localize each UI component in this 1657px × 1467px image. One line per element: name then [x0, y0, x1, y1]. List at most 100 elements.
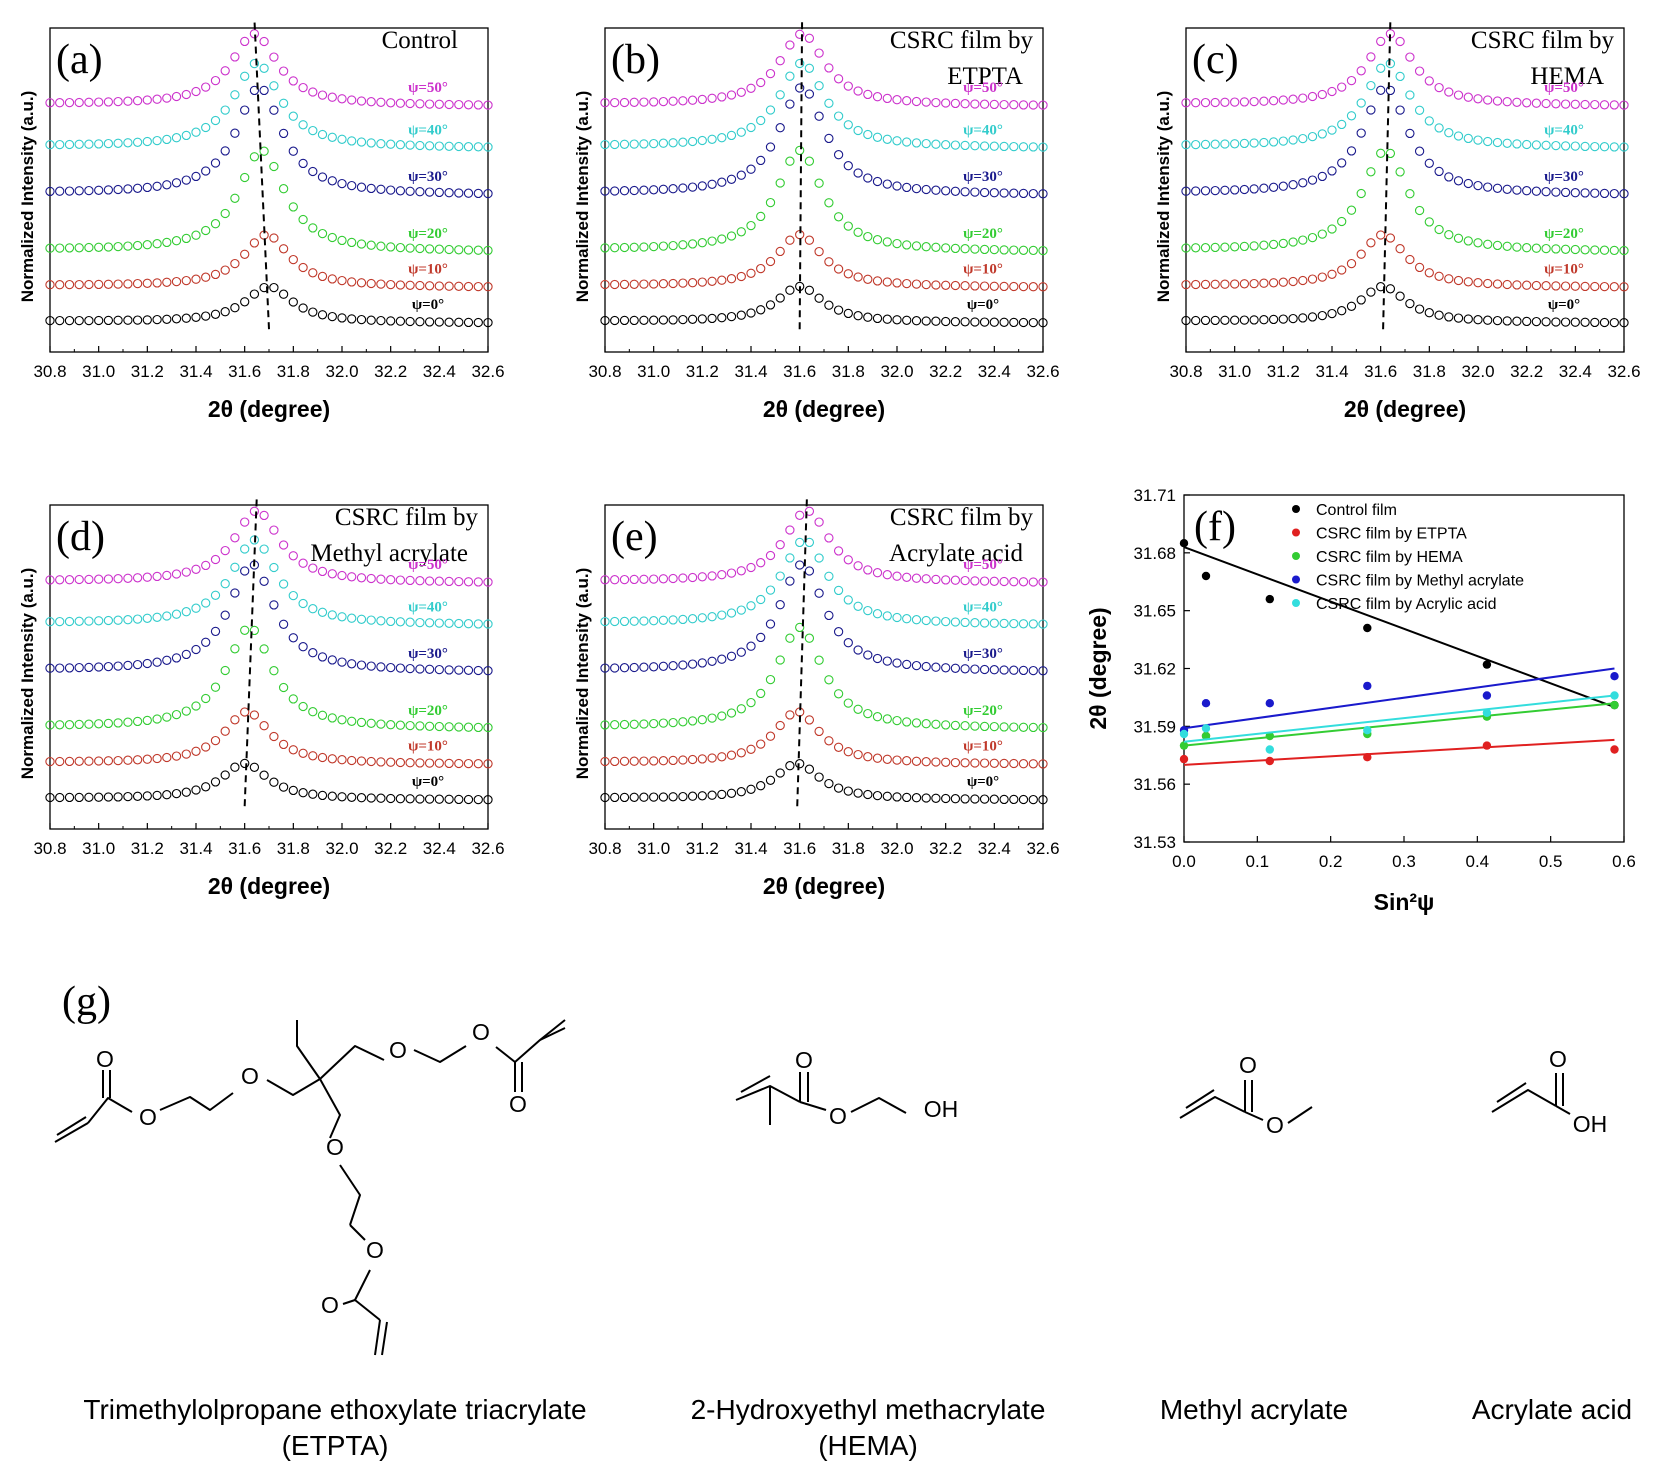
data-point [911, 241, 922, 251]
data-point [1337, 306, 1347, 316]
data-point [473, 759, 483, 769]
data-point [84, 616, 94, 626]
data-point [872, 653, 883, 664]
x-tick-label: 31.2 [131, 362, 164, 381]
data-point [687, 239, 698, 249]
data-point [74, 792, 84, 803]
data-point [999, 99, 1009, 110]
data-point [833, 111, 844, 121]
y-axis-label: Normalized Intensity (a.u.) [18, 568, 37, 780]
data-point [132, 278, 143, 289]
plot-frame [1183, 494, 1625, 843]
data-point [308, 166, 318, 177]
data-point [288, 111, 298, 121]
data-point [288, 146, 298, 156]
data-point [94, 792, 104, 802]
data-point [960, 187, 970, 197]
data-point [269, 777, 279, 787]
data-point [804, 33, 815, 43]
data-point [1337, 82, 1347, 92]
data-point [415, 99, 425, 109]
data-point [639, 315, 649, 325]
data-point [872, 176, 883, 187]
data-point [717, 752, 727, 762]
data-point [1502, 241, 1512, 251]
data-point [395, 720, 406, 730]
data-point [240, 517, 250, 527]
data-point [931, 316, 941, 326]
data-point [1473, 94, 1483, 104]
panel-title: CSRC film by Methyl acrylate [310, 504, 478, 567]
data-point [1356, 249, 1366, 259]
data-point [308, 789, 318, 799]
data-point [366, 615, 376, 625]
series-ψ=50° [1181, 29, 1629, 110]
data-point [687, 182, 698, 192]
data-point [872, 235, 883, 245]
data-point [123, 138, 133, 148]
data-point [619, 663, 630, 673]
data-point [55, 186, 65, 196]
data-point [444, 99, 454, 110]
data-point [162, 790, 172, 800]
data-point [1395, 244, 1405, 254]
data-point [415, 721, 425, 731]
data-point [415, 794, 425, 804]
data-point [337, 657, 347, 667]
series-ψ=10° [45, 230, 493, 292]
data-point [1181, 98, 1191, 108]
data-point [249, 289, 260, 299]
data-point [132, 183, 143, 193]
data-point [1376, 148, 1386, 158]
data-point [191, 274, 201, 284]
data-point [132, 240, 143, 251]
data-point [463, 317, 474, 328]
data-point [911, 316, 922, 326]
data-point [824, 736, 834, 746]
x-tick-label: 32.2 [374, 839, 407, 858]
data-point [989, 758, 999, 768]
data-point [775, 571, 785, 581]
data-point [1018, 577, 1029, 587]
x-tick-label: 32.4 [978, 362, 1011, 381]
data-point [366, 315, 376, 325]
data-point [804, 566, 815, 576]
data-point [863, 752, 873, 762]
data-point [1551, 281, 1561, 291]
chemical-abbrev: (ETPTA) [282, 1430, 389, 1461]
x-tick-label: 31.6 [1364, 362, 1397, 381]
data-point [1009, 794, 1019, 805]
data-point [950, 757, 961, 768]
data-point [678, 314, 688, 325]
data-point [1018, 619, 1029, 629]
data-point [619, 242, 630, 253]
data-point [1230, 185, 1240, 195]
data-point [687, 791, 698, 801]
data-point [103, 279, 114, 289]
data-point [55, 756, 65, 767]
data-point [726, 788, 737, 798]
data-point [317, 228, 328, 239]
data-point [1619, 100, 1629, 110]
data-point [629, 616, 639, 626]
data-point [629, 792, 639, 802]
data-point [1483, 278, 1493, 289]
data-point [483, 317, 493, 328]
data-point [717, 789, 727, 800]
data-point [162, 752, 172, 763]
data-point [142, 572, 152, 582]
data-point [483, 245, 493, 256]
data-point [434, 794, 444, 804]
data-point [1009, 618, 1019, 629]
data-point [892, 278, 902, 288]
data-point [356, 573, 367, 583]
data-point [240, 172, 250, 183]
data-point [142, 240, 152, 250]
data-point [736, 605, 746, 615]
data-point [415, 280, 425, 291]
data-point [249, 625, 260, 636]
data-point [911, 756, 922, 766]
data-point [74, 243, 84, 253]
data-point [376, 616, 386, 626]
data-point [687, 614, 698, 624]
